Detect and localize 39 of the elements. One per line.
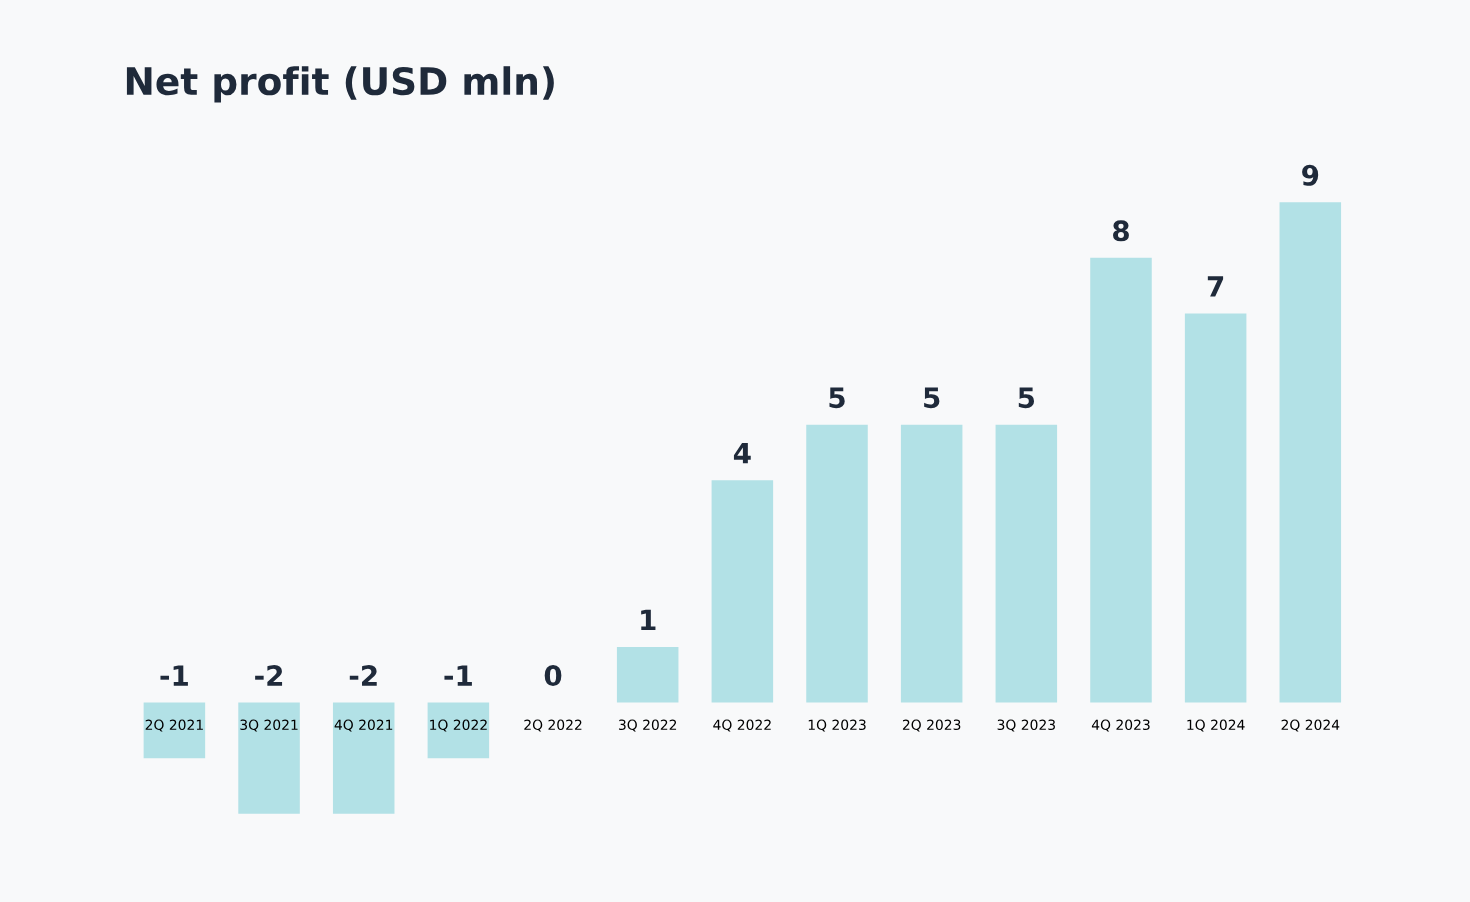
data-label: -2 [255,665,283,686]
x-tick-label: 1Q 2023 [808,719,866,732]
x-tick-label: 2Q 2021 [145,719,203,732]
bar [711,480,774,703]
data-label: 0 [544,665,562,687]
data-label: -1 [160,665,188,686]
x-tick-label: 1Q 2022 [430,719,487,732]
x-tick-label: 4Q 2023 [1091,719,1150,732]
x-tick-label: 4Q 2021 [334,719,393,732]
data-label: 4 [733,443,751,464]
x-tick-label: 4Q 2022 [713,719,771,732]
bar [427,702,490,759]
x-tick-label: 2Q 2022 [524,719,582,732]
x-tick-label: 3Q 2022 [618,719,677,732]
bar [1279,202,1342,703]
bar [995,424,1058,703]
bar [806,424,868,703]
bar [900,424,963,703]
bar [1184,313,1247,703]
data-label: -1 [444,665,472,686]
x-tick-label: 1Q 2024 [1187,719,1245,732]
data-label: 8 [1113,220,1129,242]
x-tick-label: 2Q 2023 [902,719,961,732]
data-label: 1 [641,609,656,631]
x-tick-label: 2Q 2024 [1281,719,1340,732]
bar [143,702,206,759]
bar [332,702,395,814]
data-label: 5 [924,387,940,409]
x-tick-label: 3Q 2023 [997,719,1055,732]
data-label: 7 [1207,276,1224,297]
bar [616,647,679,703]
data-label: 5 [1018,387,1035,409]
bar [1090,257,1152,703]
chart-title: Net profit (USD mln) [126,66,554,103]
data-label: -2 [349,665,377,686]
bar [238,702,300,814]
x-tick-label: 3Q 2021 [240,719,298,732]
data-label: 5 [829,387,845,409]
data-label: 9 [1302,164,1319,186]
